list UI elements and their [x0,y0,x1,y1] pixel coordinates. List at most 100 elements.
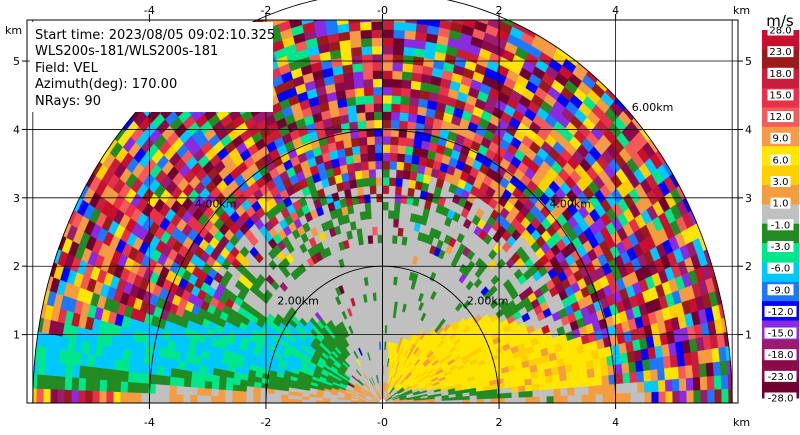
velocity-cell [390,102,401,113]
velocity-cell [203,380,213,390]
velocity-cell [373,135,383,145]
velocity-cell [441,2,455,14]
velocity-cell [390,110,401,121]
x-tick-label: 4 [612,416,619,429]
velocity-cell [391,53,404,64]
colorbar-tick-label: 3.0 [773,177,789,188]
colorbar-tick-label: -12.0 [768,307,794,318]
velocity-cell [394,185,403,196]
velocity-cell [381,168,390,178]
velocity-cell [393,5,406,15]
velocity-cell [391,69,403,80]
x-tick-label: -4 [144,4,155,17]
colorbar-tick-label: 1.0 [773,199,789,210]
velocity-cell [363,94,374,105]
velocity-cell [35,388,44,403]
velocity-cell [382,266,387,277]
velocity-cell [393,20,406,23]
y-tick-label: 1 [745,329,752,342]
velocity-cell [126,381,135,394]
velocity-cell [154,393,163,403]
velocity-cell [394,0,407,6]
velocity-cell [126,392,135,403]
velocity-cell [429,0,443,11]
velocity-cell [381,28,394,39]
velocity-cell [643,380,653,393]
velocity-cell [196,387,205,397]
velocity-cell [364,119,375,129]
velocity-cell [245,386,254,393]
velocity-cell [381,110,392,121]
velocity-cell [504,397,513,403]
colorbar-tick-label: -6.0 [771,264,791,275]
colorbar-tick-label: 9.0 [773,134,789,145]
velocity-cell [417,6,430,17]
velocity-cell [245,391,254,399]
velocity-cell [203,388,212,397]
velocity-cell [560,394,569,403]
colorbar-tick-label: -23.0 [768,372,794,383]
velocity-cell [389,143,399,154]
velocity-cell [373,110,383,121]
velocity-cell [56,389,65,403]
velocity-cell [387,209,395,219]
velocity-cell [381,94,392,104]
velocity-cell [363,102,374,113]
velocity-cell [182,394,191,403]
velocity-cell [581,385,590,395]
velocity-cell [310,2,324,14]
velocity-cell [371,61,383,71]
azimuth-text: Azimuth(deg): 170.00 [35,77,177,92]
colorbar-tick-label: 12.0 [769,112,791,123]
velocity-cell [366,143,376,154]
velocity-cell [287,395,296,400]
velocity-cell [84,378,94,392]
velocity-cell [376,217,383,227]
info-panel: Start time: 2023/08/05 09:02:10.325 WLS2… [30,22,275,112]
velocity-cell [686,389,695,403]
velocity-cell [175,385,184,396]
velocity-cell [210,381,220,391]
velocity-cell [664,378,674,392]
y-tick-label: 2 [745,260,752,273]
velocity-cell [490,397,499,403]
velocity-cell [382,225,388,236]
velocity-cell [231,396,240,403]
velocity-cell [365,127,375,138]
velocity-cell [335,7,348,18]
velocity-cell [539,388,548,397]
velocity-cell [364,110,375,121]
velocity-cell [147,393,156,403]
colorbar-tick-label: 6.0 [773,155,789,166]
colorbar-tick-label: -18.0 [768,350,794,361]
velocity-cell [224,396,233,403]
velocity-cell [546,388,555,397]
velocity-cell [388,160,398,170]
velocity-cell [112,391,121,403]
velocity-cell [294,395,303,401]
velocity-cell [389,151,398,162]
velocity-cell [224,383,234,392]
velocity-cell [430,0,443,3]
velocity-cell [210,395,219,403]
y-tick-label: 5 [745,55,752,68]
velocity-cell [382,201,389,211]
velocity-cell [378,291,383,301]
range-ring-label: 2.00km [467,294,509,307]
velocity-cell [476,398,485,403]
axis-unit-label: km [733,4,750,17]
velocity-cell [140,392,149,403]
velocity-cell [477,8,490,16]
x-tick-label: -2 [260,4,271,17]
velocity-cell [405,5,418,15]
velocity-cell [700,388,709,403]
velocity-cell [119,381,129,394]
velocity-cell [511,396,520,403]
velocity-cell [387,217,394,228]
velocity-cell [377,242,383,252]
velocity-cell [381,119,392,129]
velocity-cell [238,396,247,403]
velocity-cell [377,233,383,244]
velocity-cell [367,160,376,170]
